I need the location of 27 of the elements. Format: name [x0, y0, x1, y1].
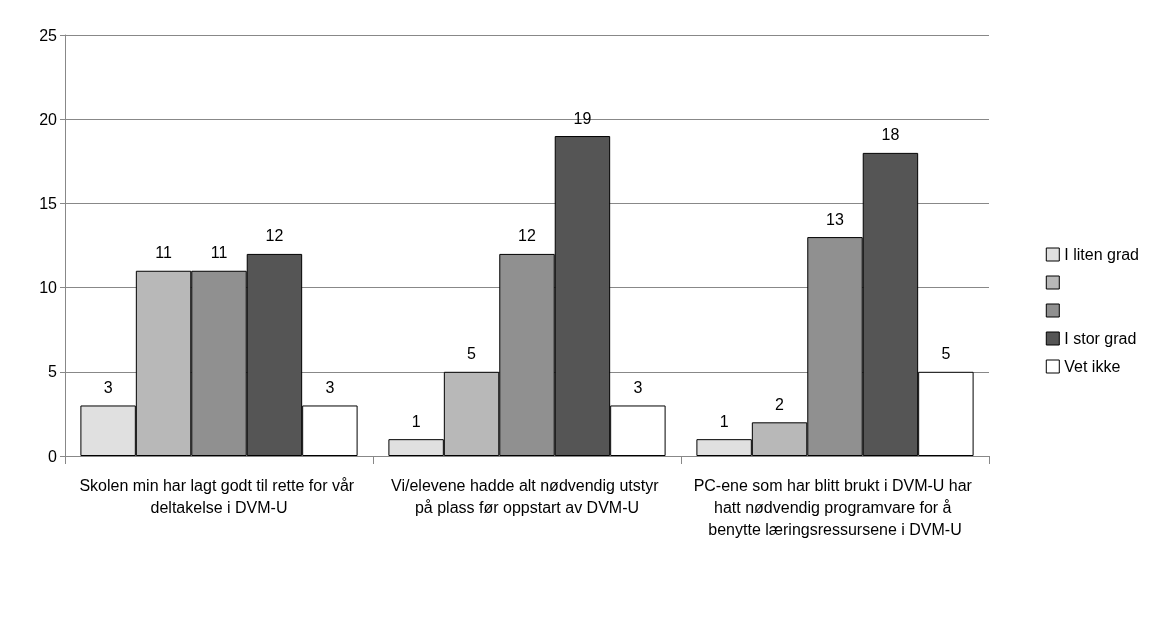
legend-label: Vet ikke — [1064, 358, 1121, 375]
y-tick-label: 20 — [39, 110, 58, 128]
x-tick-label: PC-ene som har blitt brukt i DVM-U har hatt nødvendig programvare for å benytte læringsressursene i DVM-U — [693, 476, 977, 538]
y-tick-label: 0 — [48, 447, 58, 465]
data-label: 5 — [941, 345, 951, 363]
y-tick-label: 5 — [48, 363, 58, 381]
data-label: 12 — [518, 227, 536, 245]
data-label: 11 — [155, 244, 172, 262]
legend-label: I liten grad — [1064, 246, 1140, 263]
legend-label: I stor grad — [1064, 330, 1137, 347]
x-tick-label: Vi/elevene hadde alt nødvendig utstyr på plass før oppstart av DVM-U — [391, 476, 663, 516]
data-label: 2 — [775, 395, 785, 413]
data-label: 3 — [633, 378, 643, 396]
y-tick-label: 15 — [39, 194, 58, 212]
data-label: 1 — [411, 412, 421, 430]
data-label: 19 — [573, 109, 592, 127]
x-tick-label: Skolen min har lagt godt til rette for vår deltakelse i DVM-U — [79, 476, 359, 516]
data-label: 3 — [325, 378, 335, 396]
data-label: 18 — [881, 126, 900, 144]
y-tick-label: 25 — [39, 26, 58, 44]
data-label: 3 — [103, 378, 113, 396]
y-tick-label: 10 — [39, 279, 58, 297]
data-label: 11 — [210, 244, 228, 262]
data-label: 12 — [265, 227, 284, 245]
data-label: 13 — [826, 210, 844, 228]
data-label: 5 — [467, 345, 477, 363]
data-label: 1 — [719, 412, 729, 430]
